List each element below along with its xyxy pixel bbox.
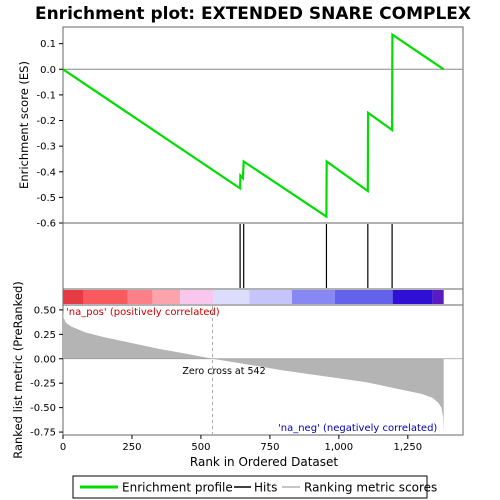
color-bar-segment — [334, 290, 393, 304]
legend-hits-label: Hits — [254, 481, 277, 495]
color-bar-segment — [249, 290, 292, 304]
es-panel-frame — [62, 26, 464, 224]
rank-xtick-label: 250 — [122, 442, 141, 453]
color-bar-segment — [392, 290, 433, 304]
color-bar-segment — [63, 290, 84, 304]
color-bar-segment — [432, 290, 444, 304]
rank-ytick-label: 0.00 — [34, 354, 56, 365]
color-bar-segment — [213, 290, 250, 304]
legend: Enrichment profile Hits Ranking metric s… — [72, 475, 437, 499]
rank-ytick-label: 0.50 — [34, 305, 56, 316]
enrichment-profile-line — [62, 32, 445, 219]
ranking-metric-area — [63, 309, 444, 433]
rank-xtick-label: 750 — [260, 442, 279, 453]
es-panel: -0.6 -0.5 -0.4 -0.3 -0.2 -0.1 0.0 0.1 Enrichmen… — [17, 26, 464, 230]
es-ytick-label: -0.5 — [36, 193, 56, 204]
rank-ytick-label: -0.25 — [30, 379, 56, 390]
hits-panel — [62, 222, 464, 290]
rank-ylabel: Ranked list metric (PreRanked) — [11, 281, 25, 459]
es-ytick-label: -0.3 — [36, 142, 56, 153]
rank-panel: 'na_pos' (positively correlated) Zero cr… — [11, 281, 464, 469]
rank-xtick-label: 500 — [191, 442, 210, 453]
es-ytick-label: -0.1 — [36, 90, 56, 101]
legend-ranking-label: Ranking metric scores — [304, 481, 437, 495]
rank-xtick-label: 1,000 — [325, 442, 354, 453]
rank-ytick-label: -0.75 — [30, 428, 56, 439]
hits-panel-frame — [62, 222, 464, 290]
chart-title: Enrichment plot: EXTENDED SNARE COMPLEX — [35, 4, 471, 24]
zero-cross-label: Zero cross at 542 — [182, 366, 265, 377]
color-bar-segment — [152, 290, 181, 304]
es-ytick-label: -0.6 — [36, 219, 56, 230]
color-bar-segment — [127, 290, 153, 304]
color-bar-segment — [83, 290, 128, 304]
legend-enrichment-label: Enrichment profile — [122, 481, 233, 495]
color-bar-segment — [180, 290, 214, 304]
es-ytick-label: -0.2 — [36, 116, 56, 127]
es-ylabel: Enrichment score (ES) — [17, 61, 31, 189]
es-ytick-label: 0.1 — [40, 39, 56, 50]
rank-xtick-label: 1,250 — [394, 442, 423, 453]
neg-correlated-label: 'na_neg' (negatively correlated) — [278, 423, 437, 434]
color-bar-segment — [291, 290, 335, 304]
pos-correlated-label: 'na_pos' (positively correlated) — [66, 307, 220, 318]
es-ytick-label: -0.4 — [36, 167, 56, 178]
rank-ytick-label: -0.50 — [30, 403, 56, 414]
ranking-color-bar — [62, 288, 464, 306]
rank-xtick-label: 0 — [60, 442, 66, 453]
rank-ytick-label: 0.25 — [34, 330, 56, 341]
es-ytick-label: 0.0 — [40, 65, 56, 76]
rank-xlabel: Rank in Ordered Dataset — [190, 455, 338, 469]
